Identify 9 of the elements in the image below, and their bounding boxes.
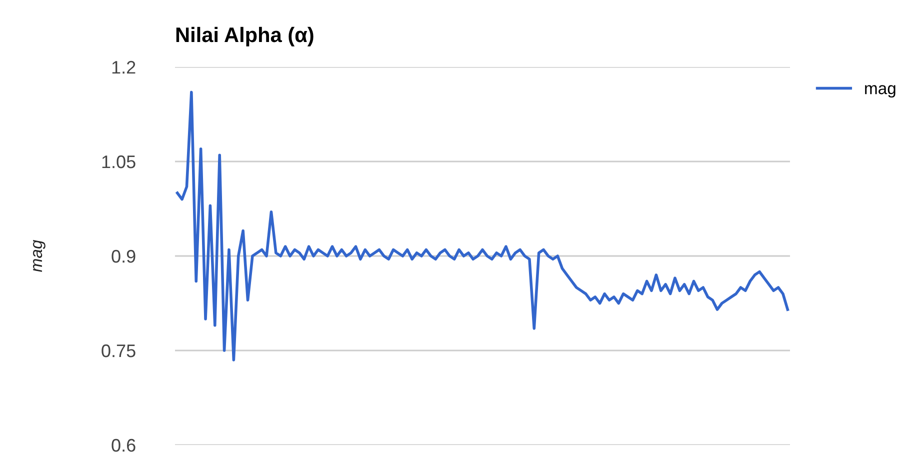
y-axis-title: mag [32,240,46,272]
line-series [176,90,790,362]
y-tick-label: 0.75 [102,344,136,358]
y-tick-label: 0.9 [112,250,136,263]
y-tick-label: 1.05 [102,155,136,168]
chart-title: Nilai Alpha (α) [176,26,314,46]
legend-label: mag [865,85,896,98]
y-tick-label: 0.6 [112,438,136,452]
y-tick-label: 1.2 [112,60,136,74]
